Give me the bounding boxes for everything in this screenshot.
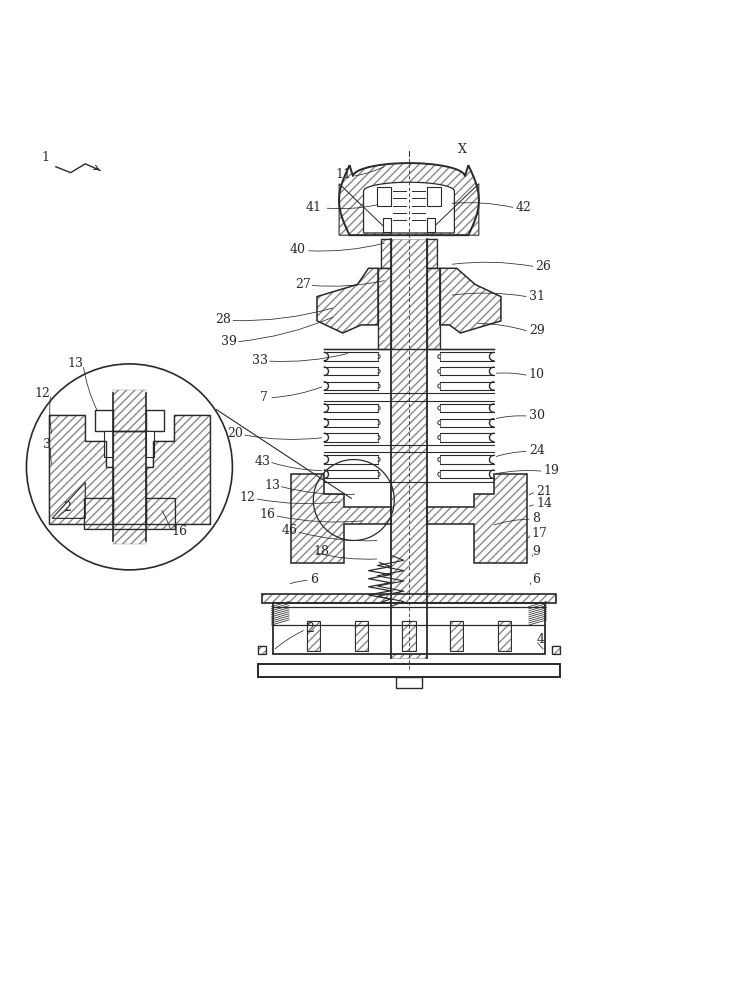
Polygon shape bbox=[427, 474, 527, 563]
Polygon shape bbox=[402, 621, 416, 651]
Polygon shape bbox=[258, 646, 265, 654]
Text: 41: 41 bbox=[306, 201, 322, 214]
Polygon shape bbox=[95, 410, 164, 431]
Polygon shape bbox=[391, 239, 427, 658]
Text: 30: 30 bbox=[529, 409, 545, 422]
Text: 10: 10 bbox=[529, 368, 545, 381]
Text: 29: 29 bbox=[529, 324, 545, 337]
Text: 7: 7 bbox=[260, 391, 268, 404]
Polygon shape bbox=[273, 603, 545, 654]
Polygon shape bbox=[146, 415, 210, 524]
Text: 13: 13 bbox=[67, 357, 83, 370]
Polygon shape bbox=[427, 184, 479, 235]
Text: 39: 39 bbox=[221, 335, 237, 348]
Text: 11: 11 bbox=[335, 168, 352, 181]
Polygon shape bbox=[378, 268, 391, 349]
Polygon shape bbox=[339, 163, 479, 235]
Text: 8: 8 bbox=[532, 512, 539, 525]
Polygon shape bbox=[258, 664, 560, 677]
Text: 40: 40 bbox=[290, 243, 306, 256]
Polygon shape bbox=[317, 268, 378, 333]
Text: 16: 16 bbox=[259, 508, 276, 521]
Text: 6: 6 bbox=[532, 573, 539, 586]
Text: 21: 21 bbox=[537, 485, 552, 498]
Circle shape bbox=[27, 364, 232, 570]
Polygon shape bbox=[383, 218, 391, 232]
Text: 26: 26 bbox=[536, 260, 551, 273]
Polygon shape bbox=[427, 187, 441, 206]
Text: 12: 12 bbox=[35, 387, 51, 400]
Polygon shape bbox=[450, 621, 464, 651]
Polygon shape bbox=[113, 390, 146, 544]
Polygon shape bbox=[339, 184, 391, 235]
Text: 46: 46 bbox=[282, 524, 298, 537]
Polygon shape bbox=[396, 677, 422, 688]
Text: 19: 19 bbox=[544, 464, 559, 477]
Text: 6: 6 bbox=[310, 573, 318, 586]
Text: 12: 12 bbox=[240, 491, 256, 504]
Text: 33: 33 bbox=[252, 354, 268, 367]
Text: 31: 31 bbox=[529, 290, 545, 303]
Text: 1: 1 bbox=[41, 151, 49, 164]
Text: 28: 28 bbox=[215, 313, 231, 326]
Text: 17: 17 bbox=[532, 527, 548, 540]
Text: 43: 43 bbox=[254, 455, 270, 468]
Polygon shape bbox=[427, 239, 437, 268]
Polygon shape bbox=[146, 431, 155, 457]
Text: X: X bbox=[458, 143, 467, 156]
Polygon shape bbox=[105, 431, 113, 457]
Polygon shape bbox=[49, 415, 113, 524]
Polygon shape bbox=[440, 268, 501, 333]
Text: 9: 9 bbox=[532, 545, 539, 558]
Polygon shape bbox=[363, 182, 455, 233]
Polygon shape bbox=[553, 646, 560, 654]
Polygon shape bbox=[52, 482, 85, 518]
Polygon shape bbox=[84, 498, 175, 529]
Polygon shape bbox=[291, 474, 391, 563]
Polygon shape bbox=[377, 187, 391, 206]
Text: 3: 3 bbox=[43, 438, 51, 451]
Text: 16: 16 bbox=[172, 525, 187, 538]
Text: 2: 2 bbox=[306, 622, 314, 635]
Polygon shape bbox=[307, 621, 321, 651]
Text: 2: 2 bbox=[63, 501, 71, 514]
Text: 18: 18 bbox=[313, 545, 329, 558]
Polygon shape bbox=[262, 594, 556, 603]
Text: 42: 42 bbox=[516, 201, 531, 214]
Text: 4: 4 bbox=[537, 633, 544, 646]
Polygon shape bbox=[427, 218, 435, 232]
Text: 20: 20 bbox=[227, 427, 243, 440]
Polygon shape bbox=[497, 621, 511, 651]
Text: 13: 13 bbox=[264, 479, 280, 492]
Text: 24: 24 bbox=[529, 444, 545, 457]
Polygon shape bbox=[354, 621, 368, 651]
Polygon shape bbox=[381, 239, 391, 268]
Polygon shape bbox=[427, 268, 440, 349]
Text: 27: 27 bbox=[295, 278, 311, 291]
Text: 14: 14 bbox=[537, 497, 552, 510]
